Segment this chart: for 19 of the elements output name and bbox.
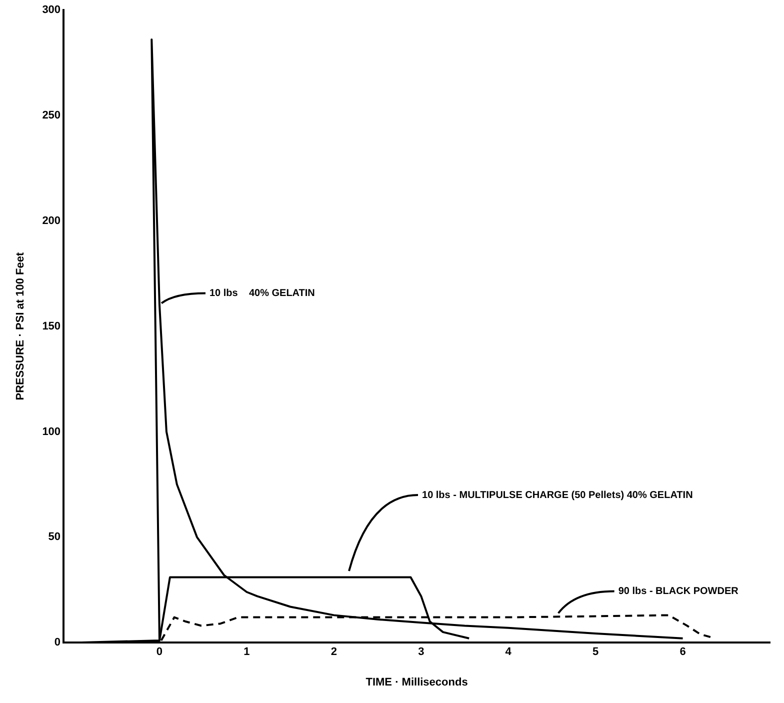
y-tick-label: 300	[42, 4, 61, 16]
x-tick-label: 4	[505, 646, 512, 658]
y-tick-label: 150	[42, 320, 61, 332]
y-tick-label: 200	[42, 214, 61, 227]
x-axis-title: TIME · Milliseconds	[366, 676, 468, 688]
y-tick-label: 50	[48, 531, 61, 544]
x-tick-label: 0	[156, 646, 163, 658]
annotation: 10 lbs - MULTIPULSE CHARGE (50 Pellets) 40% GELATIN	[422, 490, 693, 501]
x-tick-label: 6	[680, 646, 686, 658]
y-tick-label: 0	[54, 636, 61, 649]
annotation: 90 lbs - BLACK POWDER	[618, 586, 740, 597]
x-tick-label: 2	[330, 646, 337, 658]
y-axis-title: PRESSURE · PSI at 100 Feet	[14, 252, 27, 400]
x-tick-label: 3	[418, 646, 424, 658]
annotation: 10 lbs 40% GELATIN	[209, 288, 315, 299]
x-tick-label: 1	[244, 646, 250, 658]
y-tick-label: 100	[42, 426, 61, 438]
y-tick-label: 250	[42, 109, 61, 122]
x-tick-label: 5	[592, 646, 599, 658]
